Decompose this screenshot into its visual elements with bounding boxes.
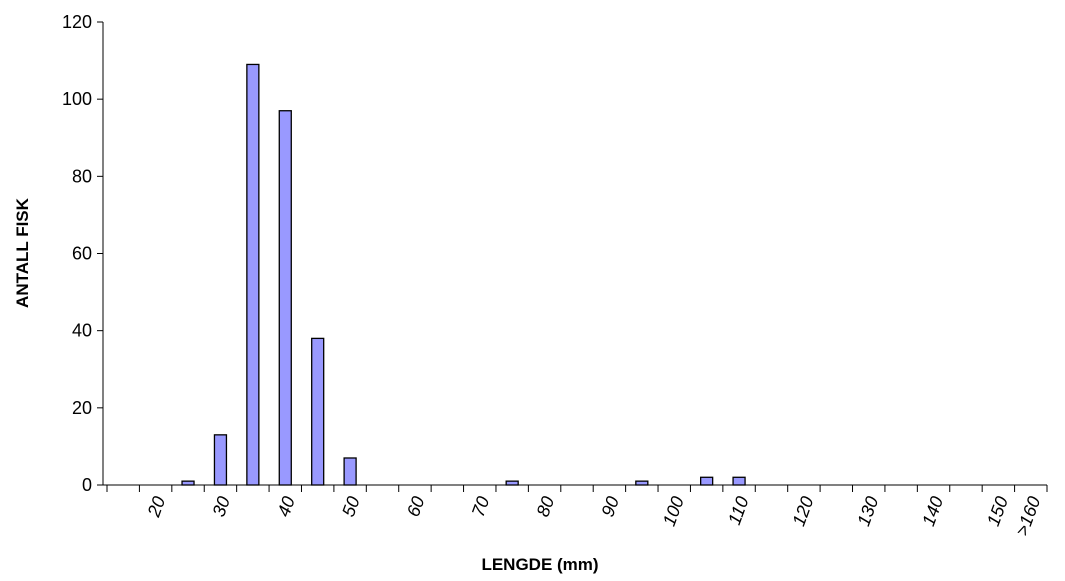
bar xyxy=(732,476,746,486)
x-axis-title: LENGDE (mm) xyxy=(481,555,598,574)
x-tick-label: 30 xyxy=(208,494,234,520)
x-tick-label: 50 xyxy=(338,494,364,520)
x-tick-label: 130 xyxy=(853,494,882,529)
y-tick-label: 60 xyxy=(72,244,92,264)
x-tick-label: 60 xyxy=(403,494,429,520)
x-tick-label: 120 xyxy=(789,494,818,529)
y-tick-label: 120 xyxy=(62,12,92,32)
bar xyxy=(278,110,292,486)
x-tick-label: 20 xyxy=(143,494,169,521)
bar xyxy=(246,63,260,486)
bar xyxy=(700,476,714,486)
x-tick-label: 80 xyxy=(533,494,559,520)
x-tick-label: 100 xyxy=(659,494,688,529)
x-tick-label: 110 xyxy=(724,494,753,528)
bar xyxy=(181,480,195,486)
x-tick-label: 150 xyxy=(983,494,1012,529)
y-tick-label: 100 xyxy=(62,89,92,109)
y-tick-label: 20 xyxy=(72,398,92,418)
bar xyxy=(505,480,519,486)
x-tick-label: 70 xyxy=(468,494,494,520)
y-tick-label: 80 xyxy=(72,166,92,186)
bar xyxy=(213,434,228,486)
y-tick-label: 40 xyxy=(72,321,92,341)
x-tick-label: 40 xyxy=(273,494,299,520)
y-tick-label: 0 xyxy=(82,475,92,495)
bar xyxy=(343,457,357,486)
bar xyxy=(635,480,649,486)
bar xyxy=(311,337,325,486)
x-tick-label: 140 xyxy=(918,494,947,529)
x-tick-label: 90 xyxy=(597,494,623,520)
y-axis-title: ANTALL FISK xyxy=(13,197,32,308)
x-tick-label: >160 xyxy=(1012,494,1045,539)
